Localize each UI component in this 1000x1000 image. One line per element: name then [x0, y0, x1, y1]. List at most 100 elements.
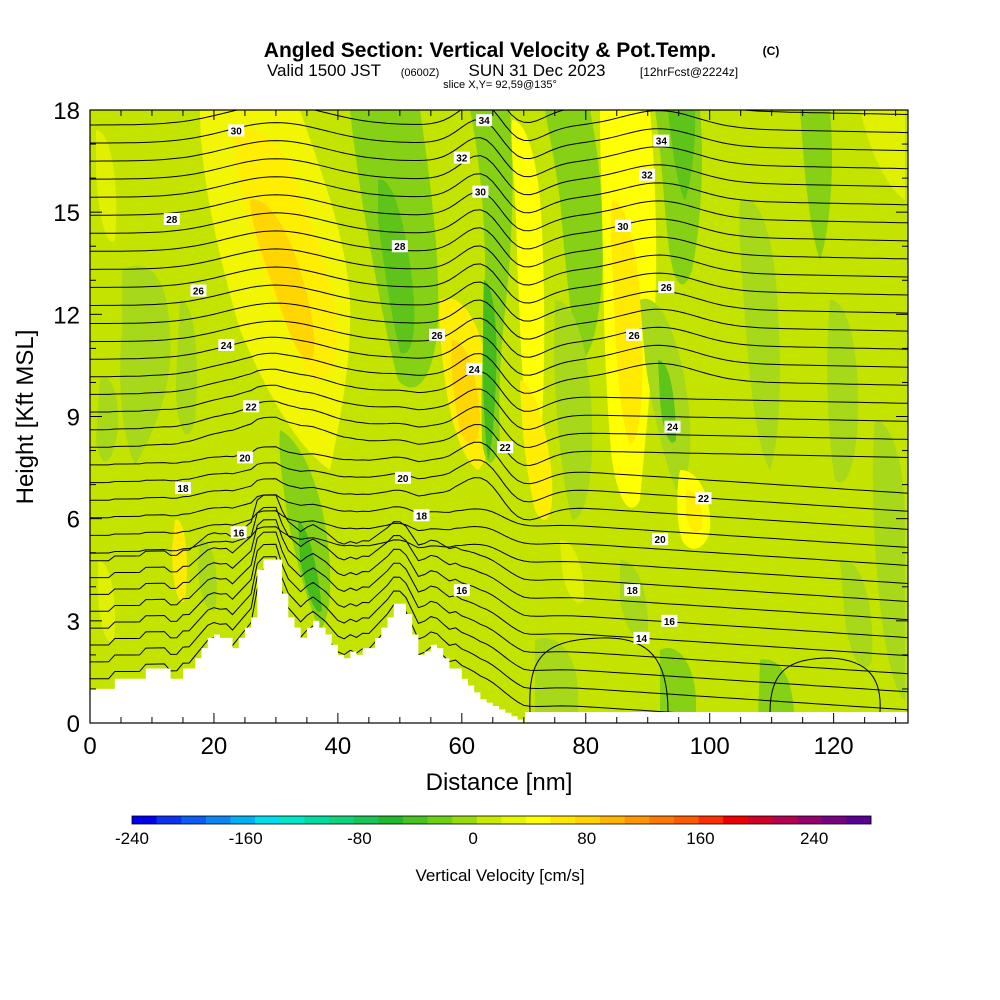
- x-tick-label: 20: [201, 733, 228, 760]
- field-band: [545, 110, 603, 360]
- isentrope-label-bg: [633, 631, 650, 644]
- colorbar-frame: [131, 815, 872, 825]
- isentrope-label-bg: [626, 328, 643, 341]
- colorbar-swatch: [797, 816, 823, 824]
- x-tick-label: 80: [572, 733, 599, 760]
- x-tick-label: 0: [83, 733, 96, 760]
- colorbar-swatch: [304, 816, 330, 824]
- colorbar-swatch: [649, 816, 675, 824]
- isentrope-line: [90, 352, 908, 394]
- x-axis-label: Distance [nm]: [426, 769, 573, 796]
- colorbar-swatch: [205, 816, 231, 824]
- field-band: [511, 120, 545, 431]
- field-band: [483, 280, 497, 460]
- y-tick-label: 3: [67, 609, 80, 636]
- isentrope-label: 32: [642, 171, 654, 182]
- colorbar-swatch: [452, 816, 478, 824]
- field-band: [758, 659, 795, 723]
- field-band: [378, 179, 415, 354]
- valid-time-a: Valid 1500 JST: [267, 61, 381, 80]
- isentrope-label: 30: [617, 222, 629, 233]
- isentrope-label: 34: [656, 137, 668, 148]
- colorbar-label: Vertical Velocity [cm/s]: [415, 866, 584, 885]
- isentrope-label: 34: [479, 116, 491, 127]
- colorbar-swatch: [624, 816, 650, 824]
- slice-info: slice X,Y= 92,59@135°: [443, 79, 557, 91]
- y-tick-label: 18: [53, 98, 80, 125]
- colorbar-swatch: [329, 816, 354, 824]
- isentrope-line: [90, 281, 908, 322]
- isentrope-label-bg: [614, 219, 631, 232]
- colorbar-swatch: [230, 816, 256, 824]
- isentrope-label-bg: [453, 584, 470, 597]
- isentrope-label-bg: [661, 614, 678, 627]
- valid-time-b: (0600Z): [401, 67, 440, 79]
- isentrope-line: [90, 384, 908, 430]
- y-tick-label: 12: [53, 302, 80, 329]
- y-tick-label: 9: [67, 405, 80, 432]
- colorbar-tick-label: -160: [229, 829, 263, 848]
- colorbar-swatch: [181, 816, 207, 824]
- terrain-profile: [90, 559, 908, 723]
- field-band: [554, 300, 593, 520]
- colorbar-swatch: [575, 816, 601, 824]
- isentrope-line: [90, 568, 908, 711]
- isentrope-label-bg: [413, 509, 430, 522]
- y-tick-label: 0: [67, 711, 80, 738]
- isentrope-label-bg: [653, 134, 670, 147]
- isentrope-label: 26: [193, 286, 205, 297]
- isentrope-line: [90, 416, 908, 467]
- colorbar-swatch: [772, 816, 798, 824]
- isentrope-label: 22: [246, 402, 258, 413]
- field-band: [172, 519, 187, 602]
- colorbar-swatch: [846, 816, 872, 824]
- isentrope-line: [90, 477, 908, 530]
- isentrope-label: 20: [397, 474, 409, 485]
- colorbar-swatch: [501, 816, 527, 824]
- isentrope-line: [90, 110, 908, 142]
- isentrope-label: 16: [456, 586, 468, 597]
- colorbar-swatch: [132, 816, 157, 824]
- isentrope-line: [90, 494, 908, 548]
- colorbar-swatch: [255, 816, 281, 824]
- isentrope-label: 18: [177, 484, 189, 495]
- field-band: [96, 130, 117, 242]
- colorbar-swatch: [353, 816, 379, 824]
- x-tick-label: 60: [448, 733, 475, 760]
- isentrope-line: [90, 441, 908, 494]
- field-band: [98, 560, 116, 642]
- isentrope-line: [90, 245, 908, 286]
- isentrope-line: [90, 191, 908, 232]
- isentrope-label: 24: [667, 423, 679, 434]
- isentrope-label-bg: [658, 281, 675, 294]
- isentrope-line: [529, 637, 669, 713]
- isentrope-line: [90, 317, 908, 358]
- lower-boundary-cover: [525, 712, 908, 723]
- colorbar-tick-label: 240: [800, 829, 828, 848]
- y-tick-label: 6: [67, 507, 80, 534]
- field-band: [96, 378, 119, 462]
- isentrope-label: 24: [469, 365, 481, 376]
- isentrope-line: [90, 227, 908, 268]
- chart-title-tag: (C): [763, 44, 780, 58]
- isentrope-line: [769, 657, 881, 713]
- isentrope-label: 30: [475, 188, 487, 199]
- isentrope-label: 18: [416, 511, 428, 522]
- isentrope-label: 28: [166, 215, 178, 226]
- isentrope-label: 30: [231, 126, 243, 137]
- colorbar-swatch: [698, 816, 724, 824]
- isentrope-label: 18: [627, 586, 639, 597]
- colorbar-swatch: [476, 816, 502, 824]
- isentrope-label: 26: [661, 283, 673, 294]
- isentrope-line: [90, 155, 908, 196]
- isentrope-line: [90, 543, 908, 675]
- field-band: [250, 199, 315, 361]
- colorbar-swatch: [526, 816, 552, 824]
- isentrope-label-bg: [664, 420, 681, 433]
- isentrope-label: 26: [629, 331, 641, 342]
- colorbar: -240 -160 -80 0 80 160 240: [115, 815, 872, 848]
- isentrope-line: [90, 526, 908, 584]
- isentrope-line: [90, 459, 908, 512]
- chart-title: Angled Section: Vertical Velocity & Pot.…: [264, 39, 716, 62]
- plot-content: [90, 110, 908, 723]
